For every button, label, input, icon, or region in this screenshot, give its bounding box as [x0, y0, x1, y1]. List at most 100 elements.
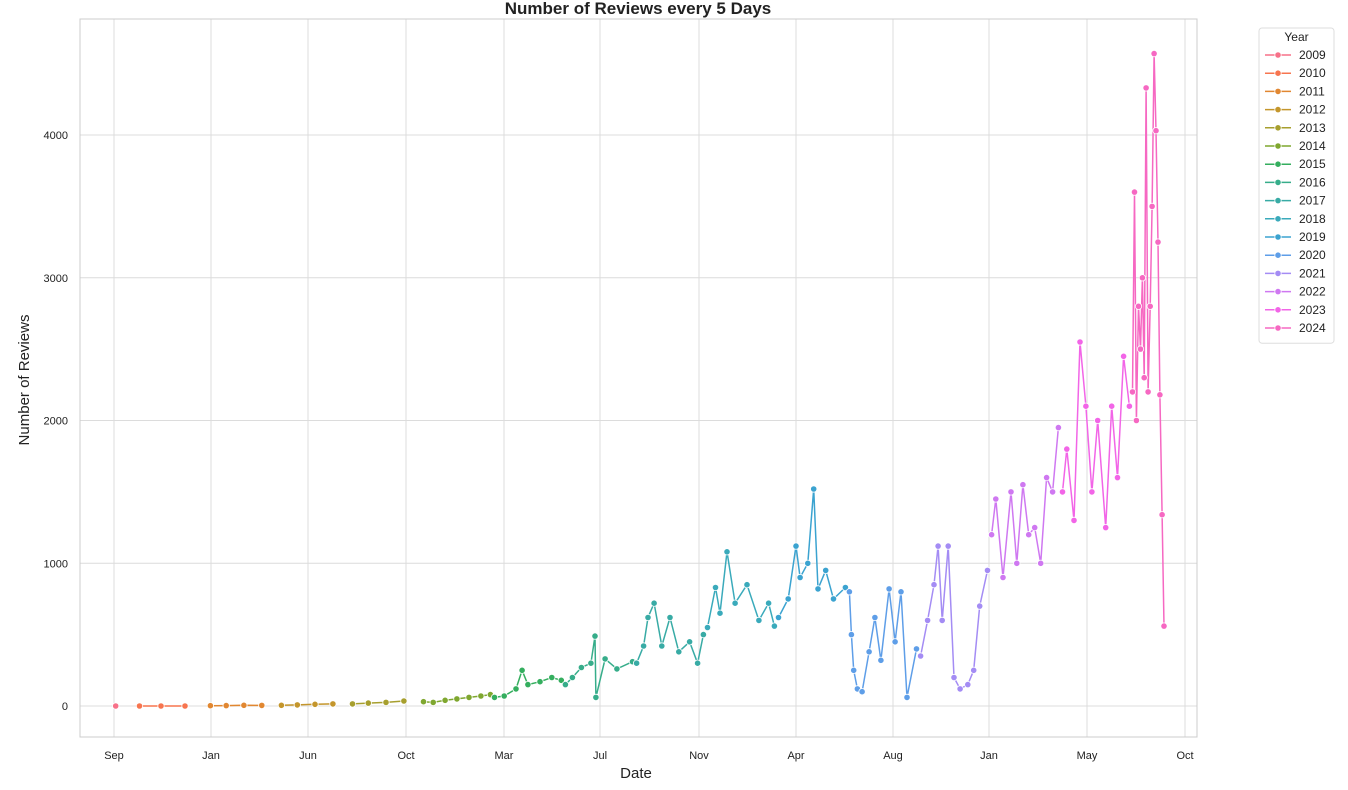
data-point	[784, 595, 792, 603]
data-point	[632, 659, 641, 667]
data-point	[1063, 445, 1071, 453]
data-point	[500, 692, 508, 700]
series-2015	[490, 666, 565, 702]
data-point	[970, 666, 978, 674]
data-point	[1102, 523, 1110, 532]
series-2012	[277, 700, 337, 709]
data-point	[591, 632, 599, 640]
y-tick-label: 2000	[44, 416, 68, 428]
data-point	[923, 616, 932, 625]
data-point	[348, 700, 357, 708]
series-2017	[632, 599, 708, 667]
data-point	[1019, 481, 1027, 489]
chart-gridlines	[80, 19, 1197, 737]
legend-entry-2010: 2010	[1265, 66, 1326, 80]
data-point	[865, 648, 873, 656]
data-point	[877, 656, 885, 664]
data-point	[587, 659, 595, 667]
plot-area-frame	[79, 18, 1198, 738]
legend-swatch-marker	[1274, 51, 1282, 59]
legend-swatch-marker	[1274, 287, 1282, 296]
data-point	[441, 696, 449, 704]
data-point	[897, 588, 905, 596]
data-point	[613, 665, 621, 673]
data-point	[983, 566, 992, 575]
data-point	[1094, 416, 1102, 425]
data-point	[548, 673, 556, 682]
legend-entry-2014: 2014	[1265, 139, 1326, 153]
data-point	[400, 697, 408, 705]
data-point	[658, 642, 666, 650]
x-tick-label: Apr	[787, 750, 804, 762]
legend-label: 2021	[1299, 266, 1326, 280]
legend-label: 2018	[1299, 212, 1326, 226]
legend-swatch-marker	[1274, 251, 1282, 259]
data-point	[847, 630, 856, 639]
legend-swatch-marker	[1274, 160, 1282, 168]
data-point	[1136, 345, 1145, 353]
data-point	[490, 693, 499, 702]
data-point	[1125, 402, 1134, 410]
series-layer	[112, 49, 1168, 710]
data-point	[1120, 352, 1128, 360]
legend-swatch-marker	[1274, 87, 1282, 96]
series-line-2023	[1061, 341, 1131, 528]
y-tick-label: 1000	[44, 558, 68, 570]
data-point	[871, 613, 879, 622]
x-tick-label: Jun	[299, 750, 317, 762]
series-line-2012	[281, 703, 333, 707]
data-point	[774, 613, 783, 622]
data-point	[770, 622, 779, 630]
data-point	[956, 685, 964, 693]
legend-entry-2024: 2024	[1265, 321, 1326, 335]
data-point	[453, 695, 461, 703]
data-point	[1150, 49, 1158, 58]
data-point	[429, 698, 437, 707]
data-point	[1146, 302, 1154, 310]
data-point	[841, 583, 850, 592]
data-point	[1140, 374, 1148, 382]
data-point	[222, 701, 230, 710]
data-point	[804, 559, 812, 567]
data-point	[1138, 274, 1147, 282]
data-point	[644, 613, 652, 622]
legend-entry-2017: 2017	[1265, 194, 1326, 208]
x-tick-label: Oct	[397, 750, 414, 762]
series-2011	[206, 701, 266, 710]
legend-label: 2024	[1299, 321, 1326, 335]
legend-swatch-marker	[1274, 69, 1282, 77]
data-point	[1142, 84, 1150, 92]
series-line-2016	[564, 635, 633, 698]
data-point	[950, 673, 958, 682]
legend-entry-2019: 2019	[1265, 230, 1326, 244]
legend-swatch-marker	[1274, 142, 1282, 150]
series-line-2019	[777, 488, 846, 618]
data-point	[916, 652, 925, 660]
legend-items: 2009 2010 2011 2012 2013 2014 2015 2016 2017 2018…	[1265, 48, 1326, 335]
data-point	[293, 701, 301, 709]
data-point	[944, 542, 952, 550]
data-point	[685, 638, 694, 646]
legend-label: 2017	[1299, 194, 1326, 208]
data-point	[157, 702, 165, 710]
x-tick-label: Oct	[1176, 750, 1193, 762]
data-point	[1154, 238, 1162, 246]
data-point	[650, 599, 658, 607]
legend-entry-2015: 2015	[1265, 157, 1326, 171]
legend-label: 2013	[1299, 121, 1326, 135]
data-point	[938, 616, 946, 625]
data-point	[1160, 622, 1168, 630]
series-line-2024	[1131, 53, 1165, 627]
legend-swatch-marker	[1274, 324, 1282, 332]
legend-entry-2016: 2016	[1265, 175, 1326, 189]
series-line-2013	[352, 700, 404, 705]
data-point	[577, 663, 586, 672]
data-point	[1076, 338, 1084, 346]
data-point	[796, 573, 804, 582]
legend-label: 2014	[1299, 139, 1326, 153]
x-tick-label: Jan	[202, 750, 220, 762]
data-point	[382, 698, 390, 707]
series-2019	[774, 485, 850, 622]
x-tick-label: Mar	[495, 750, 514, 762]
legend-swatch-marker	[1274, 233, 1282, 241]
